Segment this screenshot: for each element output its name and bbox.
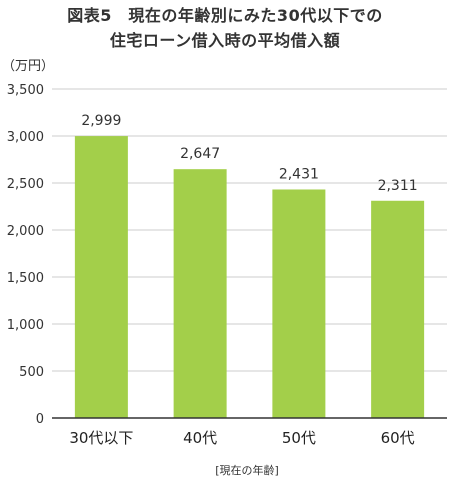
y-tick-label: 0 (36, 412, 44, 427)
x-tick-label: 50代 (282, 429, 316, 447)
bars (74, 136, 425, 418)
chart-title-line1: 図表5 現在の年齢別にみた30代以下での (67, 6, 383, 25)
bar (173, 169, 227, 418)
y-tick-label: 500 (19, 365, 44, 380)
data-label: 2,311 (378, 178, 418, 194)
y-tick-label: 1,000 (7, 318, 44, 333)
chart-title-line2: 住宅ローン借入時の平均借入額 (109, 31, 341, 50)
data-labels: 2,999 2,647 2,431 2,311 (81, 113, 417, 194)
y-tick-label: 3,000 (7, 130, 44, 145)
bar (371, 200, 425, 418)
y-tick-label: 3,500 (7, 83, 44, 98)
y-tick-label: 2,500 (7, 177, 44, 192)
data-label: 2,647 (180, 146, 220, 162)
x-tick-label: 60代 (381, 429, 415, 447)
y-tick-label: 2,000 (7, 224, 44, 239)
x-axis-label: [現在の年齢] (215, 463, 279, 477)
y-unit-label: （万円） (2, 59, 54, 74)
x-tick-label: 30代以下 (69, 429, 133, 447)
bar (272, 189, 326, 418)
data-label: 2,431 (279, 166, 319, 182)
x-tick-label: 40代 (183, 429, 217, 447)
y-axis-ticks: 0 500 1,000 1,500 2,000 2,500 3,000 3,500 (7, 83, 44, 427)
x-axis-categories: 30代以下 40代 50代 60代 (69, 429, 414, 447)
bar (74, 136, 128, 418)
y-tick-label: 1,500 (7, 271, 44, 286)
data-label: 2,999 (81, 113, 121, 129)
